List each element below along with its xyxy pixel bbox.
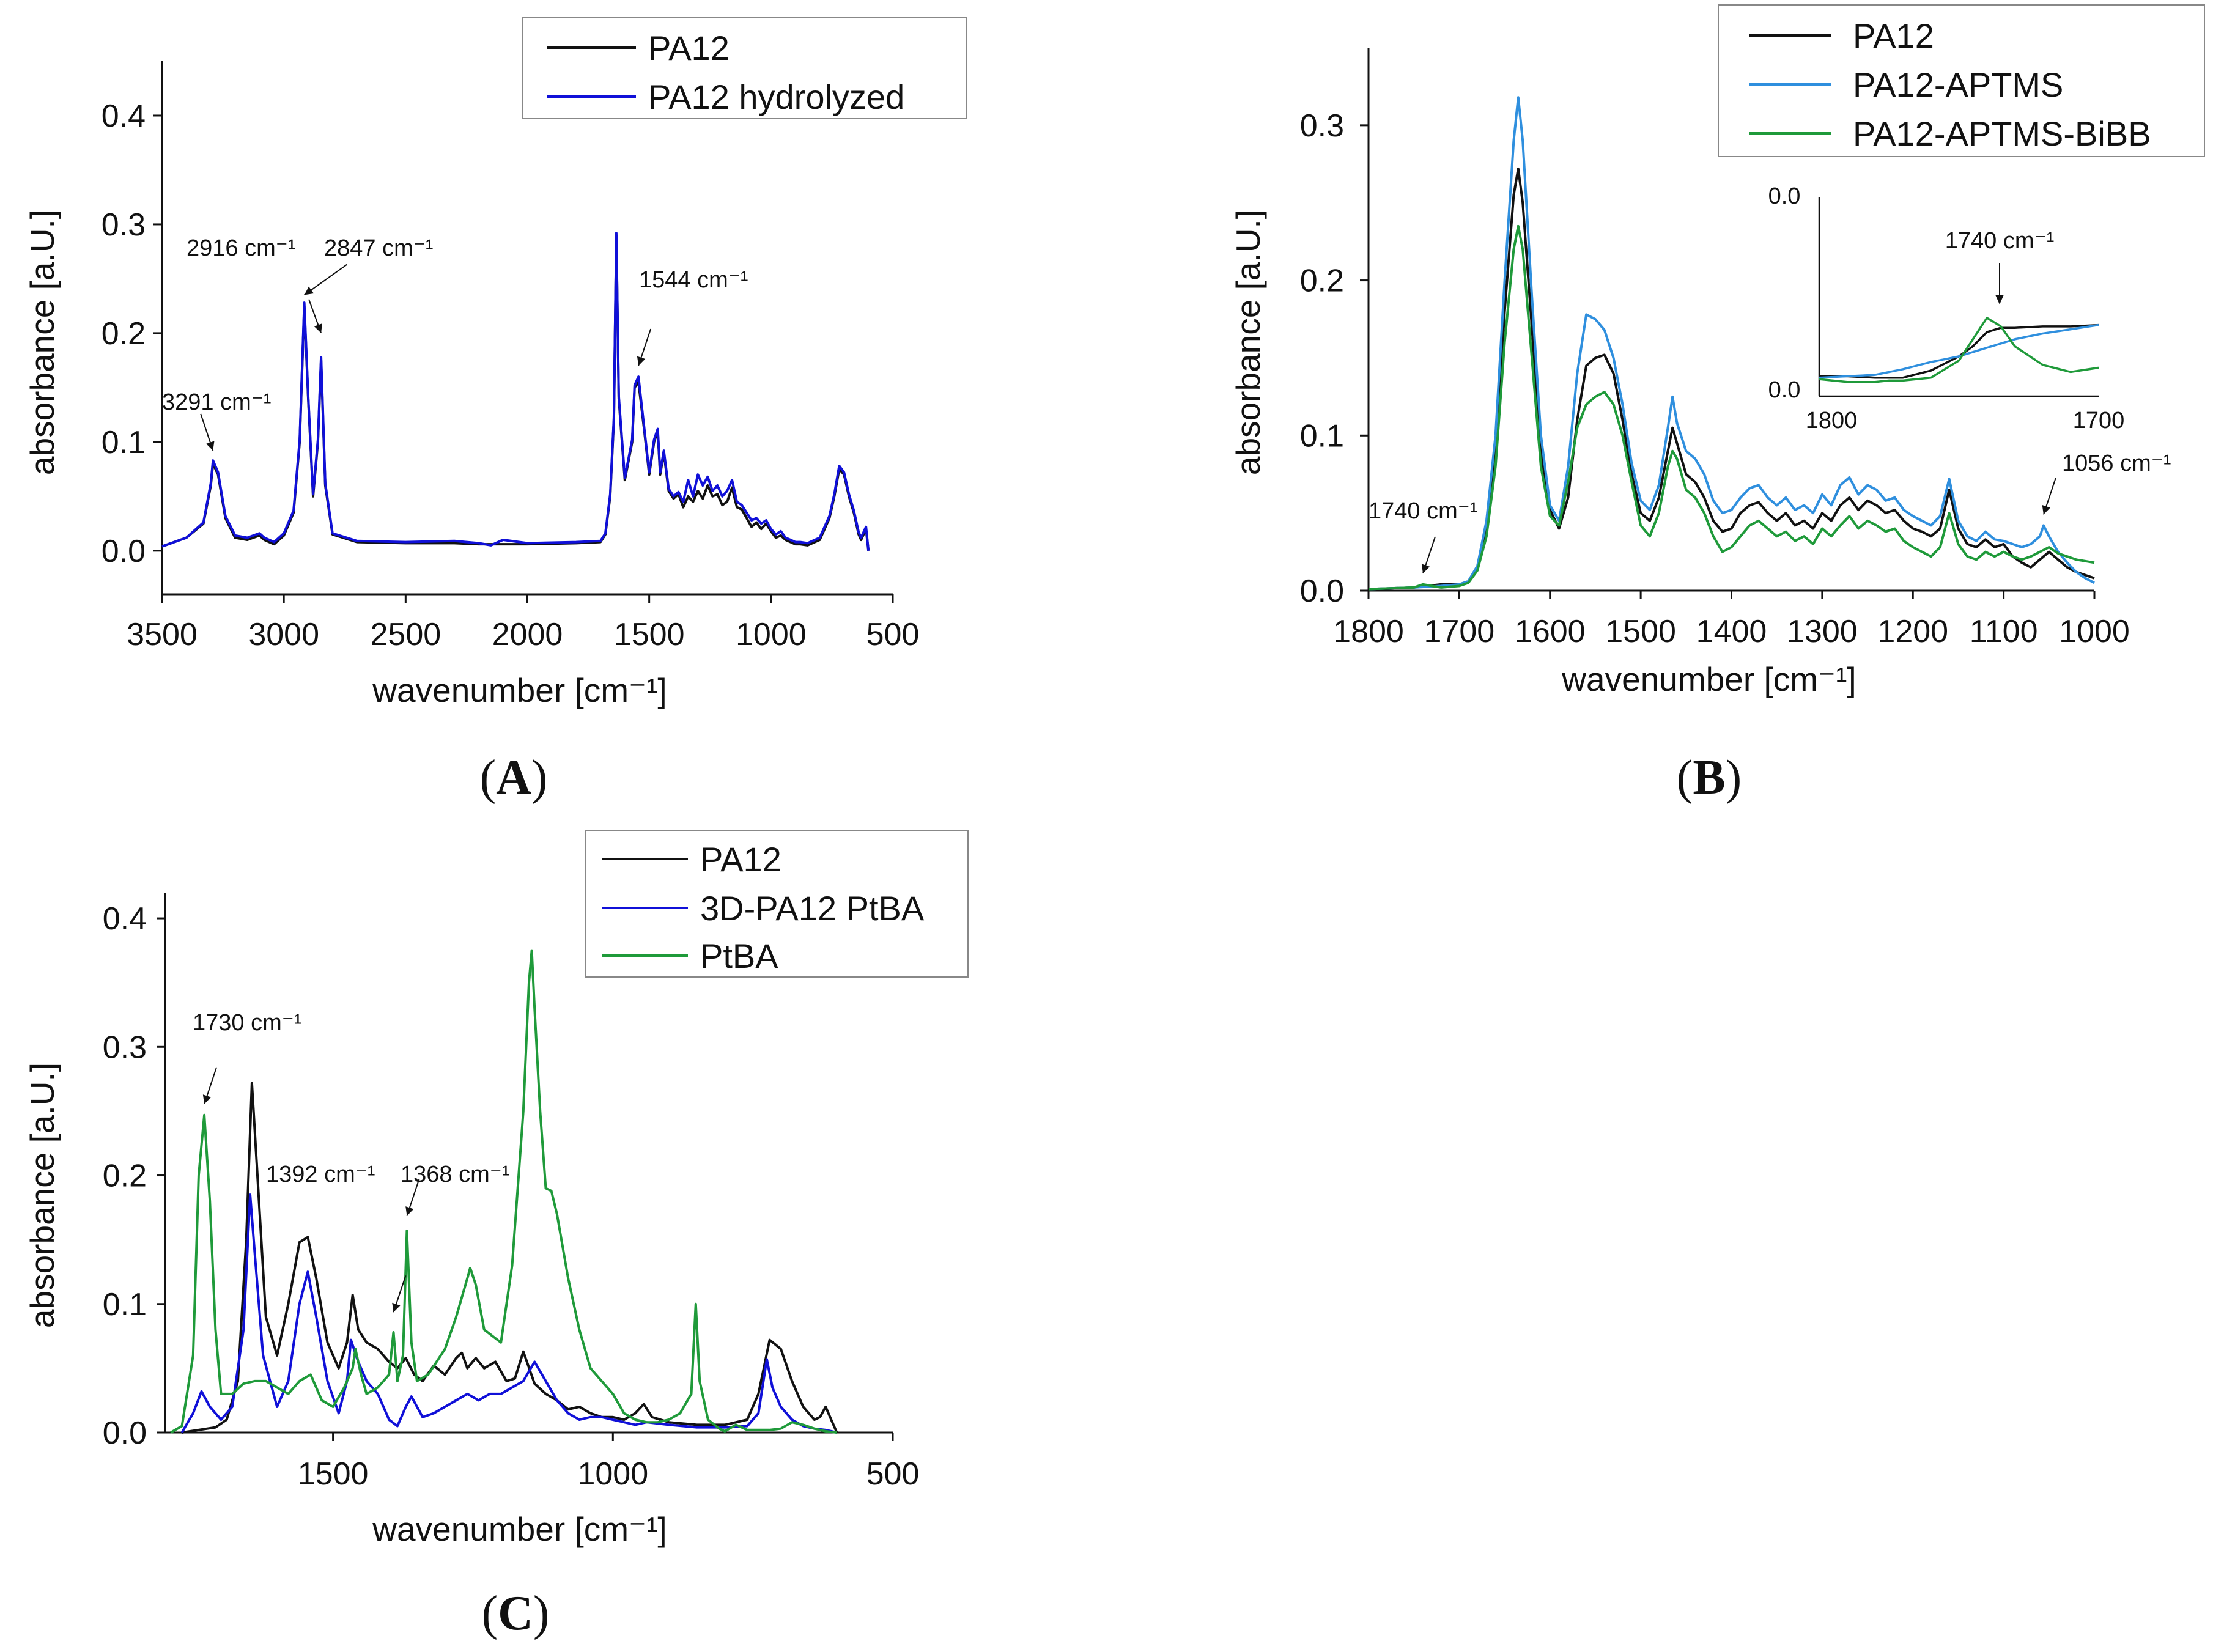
chart-c-ytick-1: 0.1 <box>103 1287 147 1322</box>
panel-label-b: (B) <box>1677 751 1742 805</box>
chart-a-ylabel: absorbance [a.U.] <box>23 210 61 475</box>
chart-c-annotation-0: 1730 cm⁻¹ <box>193 1010 301 1036</box>
chart-b-inset-xtick-0: 1800 <box>1806 408 1858 433</box>
chart-a-xtick-6: 500 <box>866 617 920 652</box>
chart-c-series-0 <box>182 1082 838 1434</box>
chart-c-ytick-0: 0.0 <box>103 1415 147 1451</box>
chart-b-legend-label-0: PA12 <box>1853 17 1934 55</box>
chart-b-inset-annotation: 1740 cm⁻¹ <box>1945 228 2054 254</box>
chart-b-xtick-6: 1200 <box>1877 614 1948 649</box>
chart-c-series-2 <box>170 949 837 1434</box>
chart-a-annotation-0: 3291 cm⁻¹ <box>162 389 271 415</box>
chart-a-ytick-2: 0.2 <box>102 316 146 352</box>
chart-a-annotation-arrowhead-1 <box>304 286 314 295</box>
chart-c-annotation-arrowhead-0 <box>202 1094 212 1104</box>
chart-c-annotation-1: 1392 cm⁻¹ <box>266 1162 375 1187</box>
chart-b-xtick-2: 1600 <box>1515 614 1586 649</box>
chart-b-xtick-5: 1300 <box>1787 614 1858 649</box>
chart-b-xtick-8: 1000 <box>2059 614 2130 649</box>
chart-c-xtick-2: 500 <box>866 1456 920 1492</box>
chart-a-legend-label-1: PA12 hydrolyzed <box>648 78 904 116</box>
chart-c-annotation-arrowhead-2 <box>405 1206 414 1216</box>
chart-a-xtick-0: 3500 <box>127 617 198 652</box>
chart-b-inset-series-0 <box>1819 323 2099 379</box>
chart-a-annotation-arrowhead-3 <box>637 356 646 366</box>
chart-b-ytick-2: 0.2 <box>1300 264 1344 299</box>
chart-c-xlabel: wavenumber [cm⁻¹] <box>372 1510 667 1548</box>
chart-b-inset-xtick-1: 1700 <box>2073 408 2125 433</box>
chart-a-xtick-1: 3000 <box>248 617 319 652</box>
chart-a-xtick-4: 1500 <box>614 617 685 652</box>
chart-c-ylabel: absorbance [a.U.] <box>23 1063 61 1328</box>
chart-b-inset-ytick-0: 0.0 <box>1768 183 1801 209</box>
chart-c: 0.0 0.1 0.2 0.3 0.4 1500 1000 500 1730 cm⁻¹ 1392… <box>23 830 969 1640</box>
chart-b-legend-label-2: PA12-APTMS-BiBB <box>1853 114 2151 153</box>
chart-b-xtick-7: 1100 <box>1970 614 2038 649</box>
chart-b-inset: 0.0 0.0 1800 1700 1740 cm⁻¹ <box>1768 183 2125 433</box>
chart-a-xtick-2: 2500 <box>370 617 441 652</box>
chart-a-ytick-1: 0.1 <box>102 425 146 460</box>
panel-label-a: (A) <box>479 751 547 805</box>
chart-b-xtick-1: 1700 <box>1424 614 1495 649</box>
chart-c-xtick-1: 1000 <box>577 1456 648 1492</box>
chart-c-legend-label-0: PA12 <box>700 840 781 879</box>
chart-a-annotation-arrowhead-2 <box>314 323 322 333</box>
chart-a-annotation-arrowhead-0 <box>206 441 215 451</box>
chart-b-ytick-0: 0.0 <box>1300 573 1344 609</box>
chart-a-ytick-3: 0.3 <box>102 207 146 243</box>
chart-a-series-1 <box>161 232 870 551</box>
chart-b-annotation-1: 1056 cm⁻¹ <box>2062 451 2171 476</box>
chart-a-annotation-1: 2916 cm⁻¹ <box>187 235 295 261</box>
chart-a-xlabel: wavenumber [cm⁻¹] <box>372 671 667 709</box>
chart-a-annotation-2: 2847 cm⁻¹ <box>324 235 433 261</box>
chart-c-annotation-2: 1368 cm⁻¹ <box>401 1162 509 1187</box>
chart-b-xtick-3: 1500 <box>1605 614 1676 649</box>
chart-a-xtick-5: 1000 <box>736 617 807 652</box>
chart-a-ytick-0: 0.0 <box>102 534 146 569</box>
chart-b-inset-ytick-1: 0.0 <box>1768 377 1801 403</box>
chart-b-xtick-0: 1800 <box>1333 614 1404 649</box>
chart-a-legend: PA12 PA12 hydrolyzed <box>522 17 967 119</box>
chart-c-annotation-arrowhead-1 <box>392 1302 401 1313</box>
panel-label-c: (C) <box>481 1587 549 1640</box>
chart-c-legend-label-1: 3D-PA12 PtBA <box>700 889 925 927</box>
chart-c-series-1 <box>180 1193 837 1434</box>
chart-b-legend: PA12 PA12-APTMS PA12-APTMS-BiBB <box>1718 4 2205 157</box>
chart-a-annotation-arrow-1 <box>304 264 348 296</box>
chart-b: 0.0 0.1 0.2 0.3 1800 1700 1600 1500 1400 1300 1200… <box>1229 4 2205 805</box>
chart-b-annotation-arrowhead-0 <box>1421 564 1430 573</box>
chart-b-inset-series-2 <box>1819 317 2099 383</box>
chart-c-legend-label-2: PtBA <box>700 937 778 975</box>
chart-a-xtick-3: 2000 <box>492 617 563 652</box>
chart-b-ytick-1: 0.1 <box>1300 418 1344 454</box>
chart-b-ylabel: absorbance [a.U.] <box>1229 210 1267 475</box>
chart-b-series-2 <box>1368 224 2095 591</box>
chart-c-legend: PA12 3D-PA12 PtBA PtBA <box>585 830 969 978</box>
chart-b-inset-annotation-arrowhead <box>1995 295 2004 304</box>
chart-b-annotation-arrowhead-1 <box>2042 504 2050 515</box>
chart-b-inset-series-1 <box>1819 323 2099 379</box>
chart-a: 0.0 0.1 0.2 0.3 0.4 3500 3000 2500 2000 1500 1000 5… <box>23 17 967 805</box>
chart-c-ytick-2: 0.2 <box>103 1159 147 1194</box>
chart-c-xtick-0: 1500 <box>298 1456 369 1492</box>
chart-b-xtick-4: 1400 <box>1696 614 1767 649</box>
chart-a-ytick-4: 0.4 <box>102 98 146 134</box>
chart-b-series-0 <box>1368 167 2095 591</box>
chart-b-ytick-3: 0.3 <box>1300 108 1344 144</box>
chart-a-legend-label-0: PA12 <box>648 29 730 67</box>
chart-c-ytick-3: 0.3 <box>103 1030 147 1065</box>
chart-a-annotation-3: 1544 cm⁻¹ <box>639 267 748 293</box>
chart-b-series-1 <box>1368 96 2095 591</box>
chart-c-ytick-4: 0.4 <box>103 901 147 937</box>
chart-b-annotation-0: 1740 cm⁻¹ <box>1369 498 1477 524</box>
chart-b-legend-label-1: PA12-APTMS <box>1853 65 2063 104</box>
chart-b-xlabel: wavenumber [cm⁻¹] <box>1561 660 1856 698</box>
